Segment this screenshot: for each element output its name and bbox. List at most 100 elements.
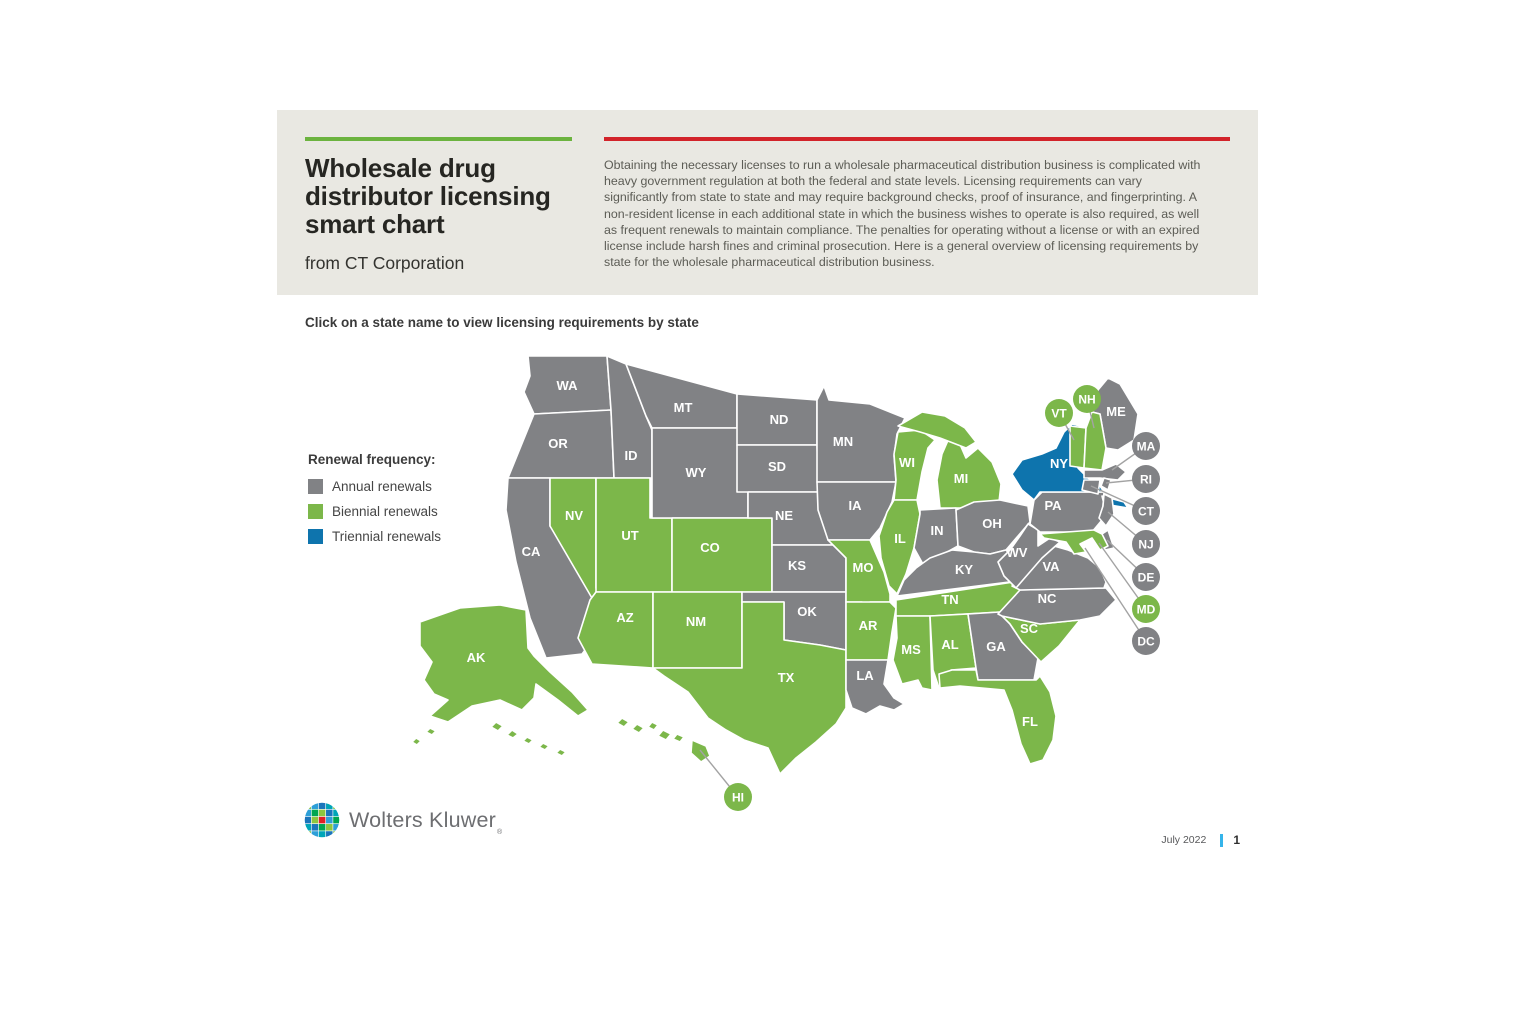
state-label-AR[interactable]: AR <box>859 618 878 633</box>
callout-circle-HI[interactable] <box>724 783 752 811</box>
state-label-TX[interactable]: TX <box>778 670 795 685</box>
state-label-NY[interactable]: NY <box>1050 456 1068 471</box>
state-KS[interactable] <box>771 544 847 593</box>
callout-circle-RI[interactable] <box>1132 465 1160 493</box>
callout-label-NH[interactable]: NH <box>1078 393 1095 407</box>
state-label-WY[interactable]: WY <box>686 465 707 480</box>
state-label-AK[interactable]: AK <box>467 650 486 665</box>
state-label-MO[interactable]: MO <box>853 560 874 575</box>
state-PA[interactable] <box>1029 491 1105 533</box>
callout-label-VT[interactable]: VT <box>1051 407 1067 421</box>
state-TX[interactable] <box>652 601 847 775</box>
state-AK-part6[interactable] <box>425 727 437 736</box>
callout-circle-CT[interactable] <box>1132 497 1160 525</box>
state-label-NC[interactable]: NC <box>1038 591 1057 606</box>
state-MI[interactable] <box>936 437 1002 509</box>
state-label-CA[interactable]: CA <box>522 544 541 559</box>
state-label-WA[interactable]: WA <box>557 378 579 393</box>
state-WI[interactable] <box>893 429 936 501</box>
state-MD[interactable] <box>1039 529 1109 555</box>
callout-circle-MD[interactable] <box>1132 595 1160 623</box>
page-title: Wholesale drug distributor licensing sma… <box>305 153 551 239</box>
state-label-IN[interactable]: IN <box>931 523 944 538</box>
state-label-NV[interactable]: NV <box>565 508 583 523</box>
state-HI-part3[interactable] <box>657 729 672 741</box>
state-WV[interactable] <box>997 523 1061 589</box>
state-label-NE[interactable]: NE <box>775 508 793 523</box>
brand-footer: Wolters Kluwer ® <box>304 802 502 838</box>
state-label-KY[interactable]: KY <box>955 562 973 577</box>
state-label-CO[interactable]: CO <box>700 540 720 555</box>
state-label-TN[interactable]: TN <box>941 592 958 607</box>
state-label-WV[interactable]: WV <box>1007 545 1028 560</box>
wolters-kluwer-logo-icon <box>304 802 340 838</box>
state-AK-part1[interactable] <box>490 721 504 732</box>
state-AK-part3[interactable] <box>522 736 534 745</box>
callout-label-DE[interactable]: DE <box>1138 571 1155 585</box>
callout-circle-DE[interactable] <box>1132 563 1160 591</box>
annual-swatch <box>308 479 323 494</box>
state-label-AZ[interactable]: AZ <box>616 610 633 625</box>
state-OH[interactable] <box>955 499 1031 555</box>
callout-label-HI[interactable]: HI <box>732 791 744 805</box>
state-AK-part2[interactable] <box>506 729 519 739</box>
callout-label-DC[interactable]: DC <box>1137 635 1155 649</box>
state-label-ND[interactable]: ND <box>770 412 789 427</box>
state-label-MS[interactable]: MS <box>901 642 921 657</box>
state-label-MT[interactable]: MT <box>674 400 693 415</box>
state-HI[interactable] <box>616 717 630 728</box>
state-label-MI[interactable]: MI <box>954 471 968 486</box>
state-label-OH[interactable]: OH <box>982 516 1002 531</box>
state-label-MN[interactable]: MN <box>833 434 853 449</box>
state-label-FL[interactable]: FL <box>1022 714 1038 729</box>
state-HI-part1[interactable] <box>631 723 645 734</box>
state-label-OR[interactable]: OR <box>548 436 568 451</box>
state-label-LA[interactable]: LA <box>856 668 874 683</box>
state-NM[interactable] <box>652 591 743 669</box>
state-label-UT[interactable]: UT <box>621 528 638 543</box>
state-AK-part5[interactable] <box>555 748 567 757</box>
state-label-AL[interactable]: AL <box>941 637 958 652</box>
state-label-ID[interactable]: ID <box>625 448 638 463</box>
state-label-KS[interactable]: KS <box>788 558 806 573</box>
state-label-GA[interactable]: GA <box>986 639 1006 654</box>
callout-circle-MA[interactable] <box>1132 432 1160 460</box>
state-label-VA[interactable]: VA <box>1042 559 1060 574</box>
callout-circle-NJ[interactable] <box>1132 530 1160 558</box>
state-CT[interactable] <box>1081 479 1101 495</box>
state-AK-part7[interactable] <box>411 737 422 746</box>
state-RI[interactable] <box>1100 477 1112 491</box>
state-AZ[interactable] <box>577 591 654 669</box>
state-label-IA[interactable]: IA <box>849 498 863 513</box>
state-label-SC[interactable]: SC <box>1020 621 1039 636</box>
callout-label-MD[interactable]: MD <box>1137 603 1156 617</box>
state-label-IL[interactable]: IL <box>894 531 906 546</box>
state-label-SD[interactable]: SD <box>768 459 786 474</box>
state-AK[interactable] <box>419 604 589 723</box>
state-label-ME[interactable]: ME <box>1106 404 1126 419</box>
callout-circle-NH[interactable] <box>1073 385 1101 413</box>
state-IL[interactable] <box>878 499 921 595</box>
callout-label-NJ[interactable]: NJ <box>1138 538 1153 552</box>
state-HI-part4[interactable] <box>672 733 685 743</box>
callout-label-MA[interactable]: MA <box>1137 440 1156 454</box>
callout-label-RI[interactable]: RI <box>1140 473 1152 487</box>
state-CO[interactable] <box>671 517 773 593</box>
legend-item-annual: Annual renewals <box>308 479 441 494</box>
state-NJ[interactable] <box>1098 493 1115 527</box>
callout-circle-VT[interactable] <box>1045 399 1073 427</box>
state-label-PA[interactable]: PA <box>1044 498 1062 513</box>
state-MN[interactable] <box>816 385 906 483</box>
state-AK-part4[interactable] <box>538 742 550 751</box>
state-FL[interactable] <box>938 669 1057 765</box>
state-shapes <box>411 355 1139 775</box>
state-HI-part2[interactable] <box>647 721 659 731</box>
callout-circle-DC[interactable] <box>1132 627 1160 655</box>
state-MI-part1[interactable] <box>897 411 977 449</box>
callout-label-CT[interactable]: CT <box>1138 505 1155 519</box>
state-label-OK[interactable]: OK <box>797 604 817 619</box>
state-label-NM[interactable]: NM <box>686 614 706 629</box>
state-LA[interactable] <box>845 659 905 715</box>
state-label-WI[interactable]: WI <box>899 455 915 470</box>
